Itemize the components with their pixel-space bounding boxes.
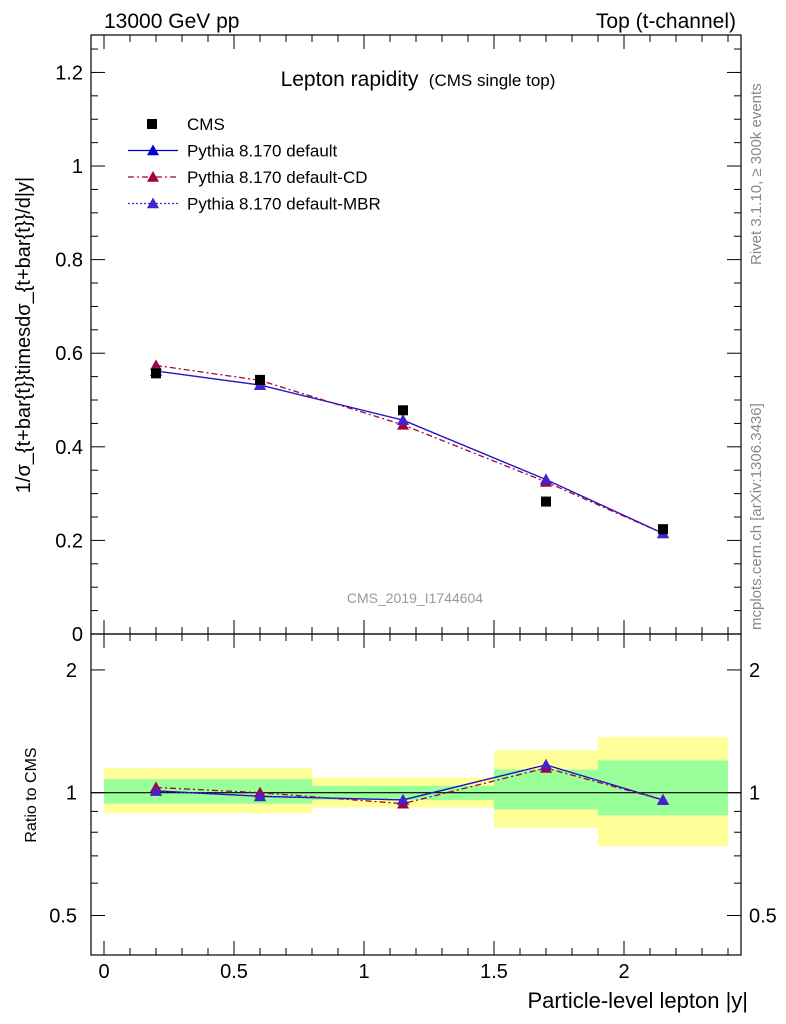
legend-label-3: Pythia 8.170 default-MBR xyxy=(187,195,381,214)
band-inner-4 xyxy=(598,760,728,816)
x-tick-label-1: 1 xyxy=(358,961,369,983)
ratio-marker-s2-p0 xyxy=(150,784,162,796)
ratio-y-axis-label: Ratio to CMS xyxy=(23,747,40,842)
legend: CMS Pythia 8.170 default Pythia 8.170 defa… xyxy=(128,115,381,214)
data-point-4 xyxy=(658,524,668,535)
x-tick-label-0.5: 0.5 xyxy=(220,961,248,983)
data-point-0 xyxy=(151,368,161,379)
x-tick-label-0: 0 xyxy=(98,961,109,983)
legend-label-2: Pythia 8.170 default-CD xyxy=(187,168,368,187)
legend-marker-1 xyxy=(147,144,159,156)
data-point-3 xyxy=(541,496,551,507)
ratio-y-tick-label-left-1: 1 xyxy=(66,783,77,805)
analysis-watermark: CMS_2019_I1744604 xyxy=(347,590,483,606)
top-marker-s2-p0 xyxy=(150,359,162,371)
top-y-tick-label-1: 1 xyxy=(72,156,83,178)
legend-marker-2 xyxy=(147,171,159,182)
ratio-marker-s2-p3 xyxy=(540,758,552,770)
top-y-tick-label-0: 0 xyxy=(72,624,83,646)
x-axis-label: Particle-level lepton |y| xyxy=(527,988,748,1013)
chart-title-main: Lepton rapidity xyxy=(281,68,419,91)
rivet-label: Rivet 3.1.10, ≥ 300k events xyxy=(748,83,765,265)
chart-title: Lepton rapidity (CMS single top) xyxy=(281,68,556,91)
top-line-series-1 xyxy=(155,370,664,534)
top-y-tick-label-0.6: 0.6 xyxy=(55,343,83,365)
header-right: Top (t-channel) xyxy=(596,10,736,33)
ratio-panel-points xyxy=(150,758,669,809)
legend-label-1: Pythia 8.170 default xyxy=(187,142,338,161)
top-marker-s3-p2 xyxy=(397,414,409,425)
legend-marker-cms xyxy=(147,119,157,129)
top-marker-s3-p3 xyxy=(540,473,552,485)
top-line-series-2 xyxy=(155,364,664,534)
ratio-uncertainty-bands xyxy=(91,736,741,847)
top-y-tick-label-0.4: 0.4 xyxy=(55,437,83,459)
top-y-tick-label-1.2: 1.2 xyxy=(55,62,83,84)
legend-marker-3 xyxy=(147,197,159,209)
top-y-tick-label-0.2: 0.2 xyxy=(55,530,83,552)
ratio-marker-s2-p1 xyxy=(254,790,266,802)
top-y-tick-label-0.8: 0.8 xyxy=(55,250,83,272)
top-panel-points xyxy=(150,359,669,539)
top-line-series-3 xyxy=(155,370,664,534)
top-y-axis-label: 1/σ_{t+bar{t}}timesdσ_{t+bar{t}}/d|y| xyxy=(13,177,35,493)
ratio-marker-s2-p4 xyxy=(657,793,669,805)
ratio-line-series-2 xyxy=(155,764,664,801)
ratio-y-tick-label-right-1: 1 xyxy=(749,783,760,805)
ratio-y-tick-label-right-2: 2 xyxy=(749,660,760,682)
ratio-marker-s2-p2 xyxy=(397,793,409,805)
ratio-y-tick-label-right-0.5: 0.5 xyxy=(749,905,777,927)
x-tick-label-1.5: 1.5 xyxy=(480,961,508,983)
data-point-2 xyxy=(398,405,408,416)
axis-ticks: 0 0.5 1 1.5 2 0 0.2 0.4 0.6 0.8 1 1.2 0.5 0.5 1 1 2 2 xyxy=(49,35,777,983)
legend-label-0: CMS xyxy=(187,115,225,134)
ratio-y-tick-label-left-0.5: 0.5 xyxy=(49,905,77,927)
mcplots-label: mcplots.cern.ch [arXiv:1306.3436] xyxy=(748,403,765,630)
x-tick-label-2: 2 xyxy=(618,961,629,983)
header-left: 13000 GeV pp xyxy=(104,10,239,33)
top-panel-lines xyxy=(155,364,664,534)
ratio-y-tick-label-left-2: 2 xyxy=(66,660,77,682)
data-point-1 xyxy=(255,374,265,385)
chart-title-sub: (CMS single top) xyxy=(429,71,556,90)
